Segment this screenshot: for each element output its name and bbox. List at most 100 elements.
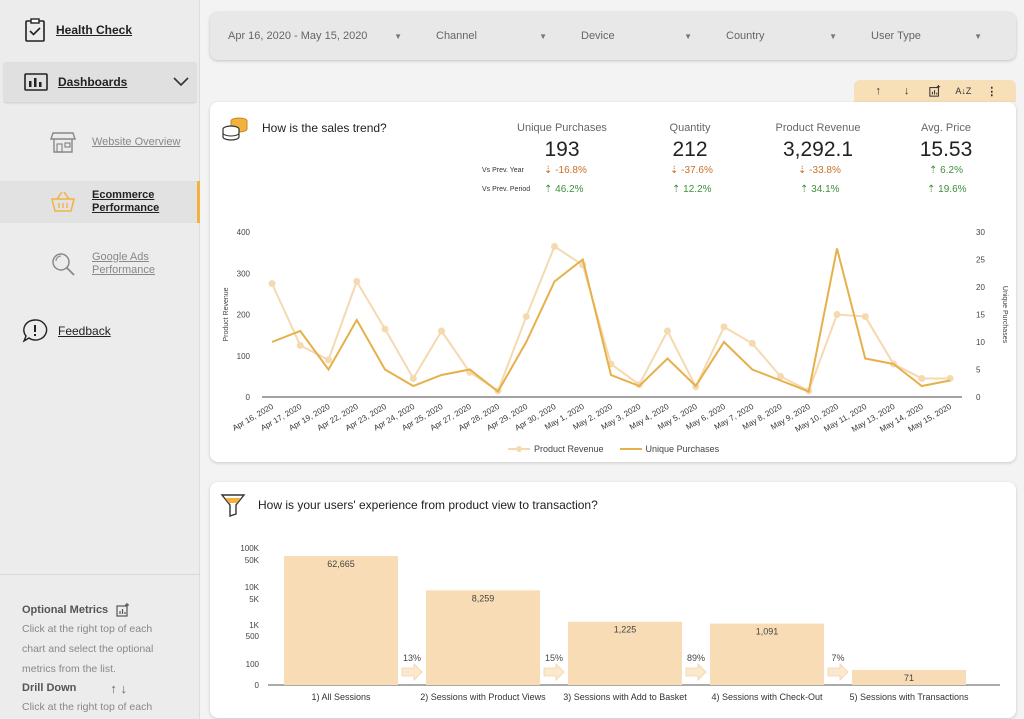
y2-tick-label: 25 <box>976 256 985 265</box>
kpi-unique-purchases: Unique Purchases 193 <box>512 122 612 162</box>
product-revenue-point <box>551 242 558 250</box>
x-category-label: 4) Sessions with Check-Out <box>711 692 823 702</box>
nav-dashboards[interactable]: Dashboards <box>4 62 196 102</box>
health-check-label: Health Check <box>56 23 133 37</box>
more-options-icon[interactable]: ⋮ <box>986 85 998 98</box>
optional-metrics-icon[interactable] <box>927 83 943 99</box>
y2-tick-label: 20 <box>976 283 985 292</box>
delta-value: 46.2% <box>555 184 584 195</box>
magnifier-icon <box>52 253 75 276</box>
user-type-filter[interactable]: User Type ▼ <box>853 30 998 42</box>
caret-down-icon: ▼ <box>974 31 982 41</box>
legend-product-revenue[interactable]: Product Revenue <box>508 444 604 454</box>
country-filter[interactable]: Country ▼ <box>708 30 853 42</box>
product-revenue-point <box>861 313 869 321</box>
legend-unique-purchases[interactable]: Unique Purchases <box>619 444 720 454</box>
legend-label: Product Revenue <box>534 444 604 454</box>
sidebar-item-ecommerce-performance[interactable]: Ecommerce Performance <box>0 181 200 223</box>
legend-label: Unique Purchases <box>645 444 720 454</box>
optional-metrics-text: Click at the right top of each chart and… <box>22 623 154 675</box>
arrow-up-icon: ⇡ <box>800 184 812 195</box>
optional-metrics-title: Optional Metrics <box>22 604 109 616</box>
y-tick-label: 1K <box>249 621 259 630</box>
y-tick-label: 100 <box>246 660 260 669</box>
y-tick-label: 400 <box>237 228 251 237</box>
arrow-up-icon: ⇡ <box>544 184 556 195</box>
delta-value: -37.6% <box>681 165 713 176</box>
caret-down-icon: ▼ <box>539 31 547 41</box>
product-revenue-point <box>381 325 389 333</box>
kpi-quantity: Quantity 212 <box>640 122 740 162</box>
sales-trend-heading: How is the sales trend? <box>220 114 387 142</box>
kpi-label: Product Revenue <box>775 122 861 134</box>
y2-tick-label: 15 <box>976 311 985 320</box>
avg-price-year-delta: ⇡ 6.2% <box>929 165 963 176</box>
conversion-rate-label: 7% <box>831 653 844 663</box>
bar-value-label: 62,665 <box>327 559 355 569</box>
funnel-heading: How is your users' experience from produ… <box>220 492 598 518</box>
conversion-rate-label: 89% <box>687 653 705 663</box>
sort-az-icon[interactable]: A↓Z <box>955 86 972 96</box>
caret-down-icon: ▼ <box>394 31 402 41</box>
x-category-label: 2) Sessions with Product Views <box>420 692 546 702</box>
unique-purchases-year-delta: ⇣ -16.8% <box>544 165 587 176</box>
sidebar-item-website-overview[interactable]: Website Overview <box>0 122 200 162</box>
delta-value: -16.8% <box>555 165 587 176</box>
sales-trend-title: How is the sales trend? <box>262 121 387 135</box>
product-revenue-point <box>918 374 926 382</box>
arrow-up-icon: ⇡ <box>672 184 684 195</box>
funnel-bar <box>710 623 824 685</box>
drill-up-icon[interactable]: ↑ <box>875 85 881 97</box>
conversion-arrow-icon <box>401 663 423 681</box>
funnel-icon <box>220 494 246 517</box>
delta-value: 6.2% <box>940 165 963 176</box>
filter-bar: Apr 16, 2020 - May 15, 2020 ▼ Channel ▼ … <box>210 12 1016 60</box>
y-tick-label: 500 <box>246 632 260 641</box>
kpi-product-revenue: Product Revenue 3,292.1 <box>766 122 870 162</box>
nav-feedback[interactable]: Feedback <box>22 318 111 344</box>
y-axis-label: Product Revenue <box>223 287 230 341</box>
funnel-bar <box>568 621 682 685</box>
conversion-rate-label: 13% <box>403 653 421 663</box>
product-revenue-point <box>268 280 276 288</box>
drill-down-icon[interactable]: ↓ <box>903 85 910 97</box>
dashboards-label: Dashboards <box>58 75 128 89</box>
device-filter[interactable]: Device ▼ <box>563 30 708 42</box>
sidebar-item-google-ads-performance[interactable]: Google Ads Performance <box>0 244 200 284</box>
kpi-value: 212 <box>672 138 708 161</box>
ecommerce-performance-label: Ecommerce Performance <box>92 189 160 214</box>
product-revenue-period-delta: ⇡ 34.1% <box>800 184 840 195</box>
product-revenue-point <box>664 327 671 335</box>
y2-tick-label: 0 <box>976 393 981 402</box>
channel-filter[interactable]: Channel ▼ <box>418 30 563 42</box>
chevron-down-icon[interactable] <box>166 77 196 87</box>
nav-health-check[interactable]: Health Check <box>0 0 200 60</box>
legend-line-dark-icon <box>619 448 642 450</box>
conversion-rate-label: 15% <box>545 653 563 663</box>
product-revenue-point <box>720 323 728 331</box>
google-ads-performance-label: Google Ads Performance <box>92 251 155 276</box>
conversion-arrow-icon <box>827 663 849 681</box>
y-tick-label: 5K <box>249 595 259 604</box>
kpi-label: Quantity <box>669 122 711 134</box>
product-revenue-point <box>777 372 784 380</box>
date-range-label: Apr 16, 2020 - May 15, 2020 <box>228 30 368 42</box>
y-tick-label: 100K <box>240 544 259 553</box>
help-panel: Optional Metrics Click at the right top … <box>0 574 200 719</box>
vs-prev-period-label: Vs Prev. Period <box>482 186 531 193</box>
product-revenue-point <box>353 278 361 285</box>
drill-arrows-icon: ↑ ↓ <box>110 680 128 696</box>
sales-trend-card <box>210 102 1016 462</box>
drill-down-text: Click at the right top of each <box>22 701 153 713</box>
date-range-filter[interactable]: Apr 16, 2020 - May 15, 2020 ▼ <box>210 30 418 42</box>
funnel-title: How is your users' experience from produ… <box>258 498 598 512</box>
y-tick-label: 300 <box>237 269 251 278</box>
x-category-label: 5) Sessions with Transactions <box>849 692 969 702</box>
product-revenue-point <box>522 313 530 321</box>
delta-value: 12.2% <box>683 184 712 195</box>
coins-icon <box>222 117 248 141</box>
y2-tick-label: 10 <box>976 338 985 347</box>
kpi-value: 15.53 <box>919 138 973 161</box>
feedback-bubble-icon <box>22 319 48 343</box>
kpi-avg-price: Avg. Price 15.53 <box>896 122 996 162</box>
